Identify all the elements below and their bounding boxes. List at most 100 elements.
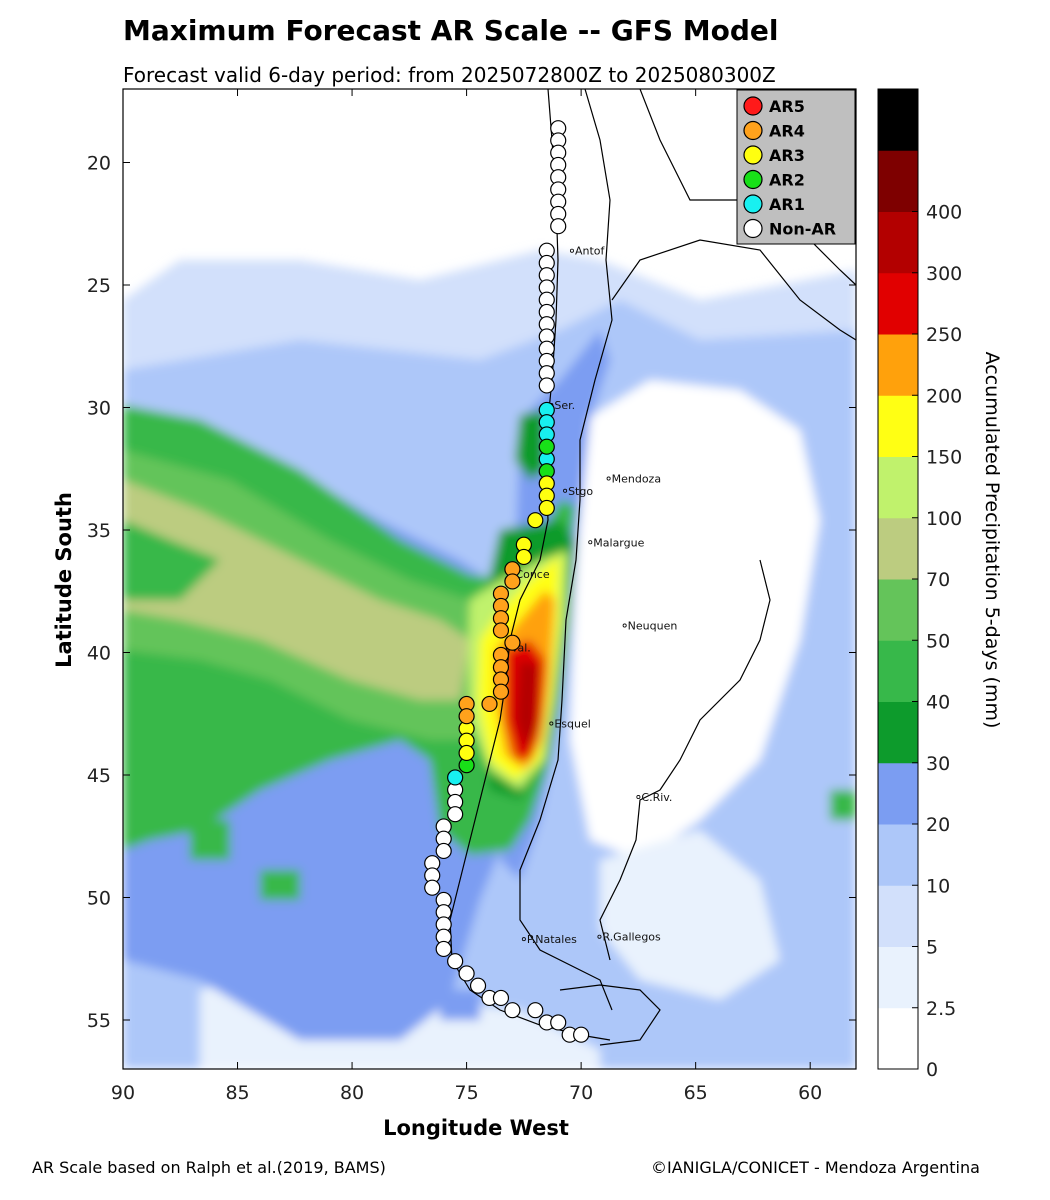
- ar-marker-non-ar: [527, 1002, 544, 1019]
- colorbar-segment: [878, 640, 918, 702]
- colorbar-segment: [878, 211, 918, 274]
- legend-label: AR1: [769, 195, 805, 214]
- ar-marker-ar4: [504, 634, 521, 651]
- ar-markers: [424, 120, 590, 1043]
- city-label: Mendoza: [612, 473, 661, 486]
- colorbar-segment: [878, 885, 918, 947]
- city-marker: [521, 937, 526, 942]
- ar-marker-non-ar: [458, 965, 475, 982]
- ar-marker-ar3: [527, 512, 544, 529]
- city-label: Antof: [575, 245, 606, 258]
- chart-title: Maximum Forecast AR Scale -- GFS Model: [123, 14, 779, 47]
- city-label: Malargue: [593, 536, 644, 549]
- ar-marker-ar4: [481, 695, 498, 713]
- city-label: Neuquen: [628, 620, 678, 633]
- city-label: Stgo: [568, 485, 593, 498]
- ar-marker-non-ar: [550, 1014, 567, 1031]
- x-axis-ticks: 90 85 80 75 70 65 60: [111, 89, 822, 1104]
- city-label: Ser.: [554, 399, 575, 412]
- colorbar-tick-label: 150: [926, 447, 962, 469]
- colorbar-tick-label: 70: [926, 569, 950, 591]
- colorbar-segment: [878, 1007, 918, 1070]
- ar-marker-ar4: [492, 683, 510, 700]
- legend-marker: [743, 169, 763, 190]
- ar-marker-ar3: [458, 744, 475, 762]
- legend-marker: [743, 120, 763, 141]
- colorbar-tick-label: 250: [926, 324, 962, 346]
- coastlines: [449, 89, 856, 1046]
- legend-marker: [743, 145, 763, 165]
- x-axis-label: Longitude West: [383, 1116, 569, 1140]
- city-marker: [549, 721, 554, 726]
- chart-subtitle: Forecast valid 6-day period: from 202507…: [123, 63, 776, 87]
- y-tick-label: 50: [87, 888, 111, 910]
- colorbar-segment: [878, 89, 918, 151]
- ar-marker-ar3: [515, 548, 532, 566]
- y-tick-label: 25: [87, 275, 111, 297]
- colorbar-segment: [878, 579, 918, 641]
- colorbar-segment: [878, 272, 918, 335]
- y-tick-label: 45: [87, 765, 111, 787]
- ar-marker-non-ar: [447, 953, 464, 970]
- ar-marker-non-ar: [550, 218, 567, 235]
- city-marker: [597, 934, 602, 939]
- city-label: C.Riv.: [641, 791, 672, 804]
- y-tick-label: 40: [87, 643, 111, 665]
- colorbar-segment: [878, 946, 918, 1009]
- ar-marker-ar4: [492, 622, 510, 639]
- x-tick-label: 75: [455, 1082, 479, 1104]
- colorbar-segment: [878, 334, 918, 396]
- city-marker: [588, 540, 593, 545]
- city-marker: [563, 488, 568, 493]
- footer-reference: AR Scale based on Ralph et al.(2019, BAM…: [32, 1158, 386, 1177]
- colorbar-segment: [878, 456, 918, 519]
- legend-label: AR2: [769, 171, 805, 190]
- x-tick-label: 70: [569, 1082, 593, 1104]
- city-marker: [636, 795, 641, 800]
- colorbar-label: Accumulated Precipitation 5-days (mm): [981, 351, 1003, 729]
- ar-marker-non-ar: [504, 1002, 521, 1019]
- colorbar-tick-label: 40: [926, 692, 950, 714]
- legend-label: AR5: [769, 97, 805, 116]
- ar-marker-non-ar: [435, 940, 452, 958]
- colorbar-segment: [878, 701, 918, 764]
- legend-label: AR3: [769, 146, 805, 165]
- ar-marker-non-ar: [492, 989, 510, 1007]
- x-tick-label: 60: [798, 1082, 822, 1104]
- ar-marker-ar3: [538, 499, 555, 517]
- city-marker: [622, 623, 627, 628]
- city-label: Conce: [515, 568, 549, 581]
- legend-marker: [743, 194, 763, 214]
- plot-frame: [122, 88, 857, 1070]
- colorbar: 0 2.5 5 10 20 30 40 50 70 100 150 200 250 300 400: [877, 88, 962, 1081]
- colorbar-tick-label: 10: [926, 875, 950, 897]
- x-tick-label: 80: [340, 1082, 364, 1104]
- y-axis-label: Latitude South: [52, 492, 76, 668]
- colorbar-tick-label: 2.5: [926, 998, 956, 1020]
- y-tick-label: 20: [87, 153, 111, 175]
- ar-marker-non-ar: [573, 1026, 590, 1043]
- colorbar-tick-label: 5: [926, 937, 938, 959]
- city-marker: [569, 248, 574, 253]
- legend-label: Non-AR: [769, 220, 836, 239]
- city-labels: Antof Ser. Mendoza Stgo Malargue Conce Neuquen…: [505, 245, 678, 946]
- city-marker: [606, 476, 611, 481]
- x-tick-label: 90: [111, 1082, 135, 1104]
- ar-marker-non-ar: [538, 377, 555, 394]
- ar-marker-non-ar: [435, 842, 452, 860]
- y-tick-label: 30: [87, 398, 111, 420]
- y-axis-ticks: 20 25 30 35 40 45 50 55: [87, 153, 856, 1032]
- x-tick-label: 85: [225, 1082, 249, 1104]
- ar-marker-ar4: [458, 708, 475, 725]
- colorbar-tick-label: 0: [926, 1059, 938, 1081]
- ar-marker-ar1: [447, 769, 464, 786]
- ar-marker-non-ar: [447, 806, 464, 823]
- city-label: Esquel: [554, 718, 590, 731]
- ar-marker-non-ar: [469, 977, 487, 994]
- ar-marker-non-ar: [424, 879, 441, 896]
- y-tick-label: 35: [87, 520, 111, 542]
- colorbar-tick-label: 30: [926, 753, 950, 775]
- legend: AR5 AR4 AR3 AR2 AR1 Non-AR: [736, 89, 856, 245]
- legend-marker: [743, 218, 763, 239]
